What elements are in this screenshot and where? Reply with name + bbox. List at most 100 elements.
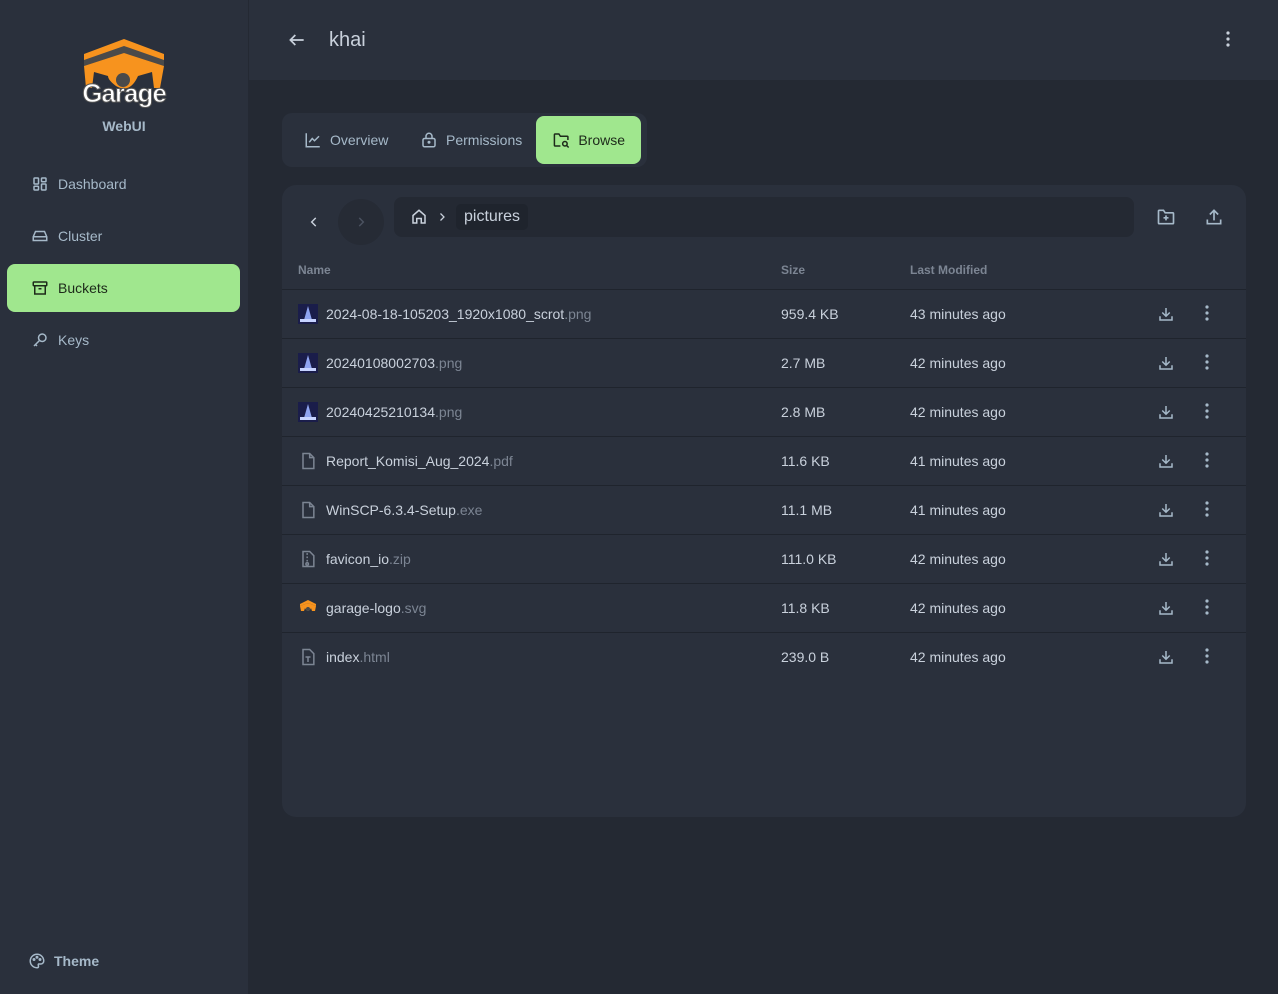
column-header-name[interactable]: Name [298,263,331,277]
breadcrumb: pictures [394,197,1134,237]
file-row[interactable]: garage-logo.svg 11.8 KB 42 minutes ago [282,583,1246,632]
tab-overview[interactable]: Overview [288,116,404,164]
grid-icon [33,177,47,191]
download-icon[interactable] [1157,648,1175,666]
nav-back-button[interactable] [291,199,337,245]
file-extension: .zip [389,551,411,567]
column-header-modified[interactable]: Last Modified [910,263,988,277]
file-size: 11.6 KB [781,453,830,469]
page-title: khai [329,29,366,51]
file-name[interactable]: index.html [326,649,390,665]
file-name[interactable]: garage-logo.svg [326,600,426,616]
chevron-right-icon [440,213,445,221]
file-row[interactable]: 20240108002703.png 2.7 MB 42 minutes ago [282,338,1246,387]
file-name[interactable]: 2024-08-18-105203_1920x1080_scrot.png [326,306,591,322]
theme-button[interactable]: Theme [28,952,99,970]
download-icon[interactable] [1157,501,1175,519]
file-row[interactable]: 2024-08-18-105203_1920x1080_scrot.png 95… [282,289,1246,338]
home-icon[interactable] [410,208,428,226]
page-header: khai [249,0,1278,80]
file-name[interactable]: favicon_io.zip [326,551,411,567]
tab-browse[interactable]: Browse [536,116,641,164]
image-file-icon [298,402,318,425]
more-vertical-icon[interactable] [1226,31,1230,47]
file-base-name: Report_Komisi_Aug_2024 [326,453,490,469]
chart-line-icon [305,133,320,148]
file-extension: .png [435,355,463,371]
file-base-name: index [326,649,360,665]
sidebar-item-buckets[interactable]: Buckets [7,264,240,312]
tab-label: Overview [330,132,389,148]
more-vertical-icon[interactable] [1205,305,1209,321]
file-name[interactable]: WinSCP-6.3.4-Setup.exe [326,502,482,518]
file-size: 239.0 B [781,649,830,665]
download-icon[interactable] [1157,354,1175,372]
download-icon[interactable] [1157,305,1175,323]
file-base-name: favicon_io [326,551,390,567]
archive-icon [32,281,48,295]
more-vertical-icon[interactable] [1205,403,1209,419]
file-base-name: WinSCP-6.3.4-Setup [326,502,456,518]
file-name[interactable]: 20240108002703.png [326,355,462,371]
logo-file-icon [298,598,318,621]
file-size: 2.8 MB [781,404,826,420]
tab-label: Permissions [446,132,523,148]
back-arrow-icon[interactable] [287,30,307,50]
file-size: 11.8 KB [781,600,830,616]
sidebar-item-label: Dashboard [58,176,127,192]
theme-label: Theme [54,953,100,969]
file-file-icon [298,451,318,474]
file-row[interactable]: Report_Komisi_Aug_2024.pdf 11.6 KB 41 mi… [282,436,1246,485]
download-icon[interactable] [1157,452,1175,470]
breadcrumb-item[interactable]: pictures [456,204,529,230]
file-modified: 42 minutes ago [910,355,1006,371]
download-icon[interactable] [1157,550,1175,568]
download-icon[interactable] [1157,599,1175,617]
image-file-icon [298,304,318,327]
sidebar-item-label: Cluster [58,228,103,244]
upload-icon[interactable] [1204,207,1224,227]
column-header-size[interactable]: Size [781,263,806,277]
file-name[interactable]: Report_Komisi_Aug_2024.pdf [326,453,513,469]
file-size: 2.7 MB [781,355,826,371]
tab-permissions[interactable]: Permissions [404,116,538,164]
sidebar: Garage WebUI Dashboard Cluster Buckets K… [0,0,248,994]
sidebar-item-cluster[interactable]: Cluster [7,212,240,260]
more-vertical-icon[interactable] [1205,648,1209,664]
more-vertical-icon[interactable] [1205,501,1209,517]
garage-logo [84,39,164,89]
brand-subtitle: WebUI [102,118,146,134]
more-vertical-icon[interactable] [1205,354,1209,370]
download-icon[interactable] [1157,403,1175,421]
file-modified: 43 minutes ago [910,306,1006,322]
file-browser: pictures Name Size Last Modified 2024-08… [282,185,1246,817]
zip-file-icon [298,549,318,572]
file-modified: 42 minutes ago [910,551,1006,567]
file-row[interactable]: index.html 239.0 B 42 minutes ago [282,632,1246,681]
file-base-name: garage-logo [326,600,401,616]
nav-forward-button[interactable] [338,199,384,245]
more-vertical-icon[interactable] [1205,452,1209,468]
sidebar-item-dashboard[interactable]: Dashboard [7,160,240,208]
file-base-name: 20240108002703 [326,355,436,371]
file-name[interactable]: 20240425210134.png [326,404,462,420]
file-row[interactable]: 20240425210134.png 2.8 MB 42 minutes ago [282,387,1246,436]
palette-icon [29,953,45,969]
more-vertical-icon[interactable] [1205,550,1209,566]
more-vertical-icon[interactable] [1205,599,1209,615]
file-modified: 42 minutes ago [910,600,1006,616]
new-folder-icon[interactable] [1156,207,1176,227]
file-extension: .png [564,306,592,322]
file-modified: 41 minutes ago [910,502,1006,518]
file-base-name: 2024-08-18-105203_1920x1080_scrot [326,306,565,322]
file-extension: .exe [455,502,483,518]
file-row[interactable]: favicon_io.zip 111.0 KB 42 minutes ago [282,534,1246,583]
text-file-icon [298,647,318,670]
folder-search-icon [553,133,570,149]
file-file-icon [298,500,318,523]
file-row[interactable]: WinSCP-6.3.4-Setup.exe 11.1 MB 41 minute… [282,485,1246,534]
image-file-icon [298,353,318,376]
sidebar-item-keys[interactable]: Keys [7,316,240,364]
file-size: 111.0 KB [781,551,837,567]
file-modified: 42 minutes ago [910,649,1006,665]
